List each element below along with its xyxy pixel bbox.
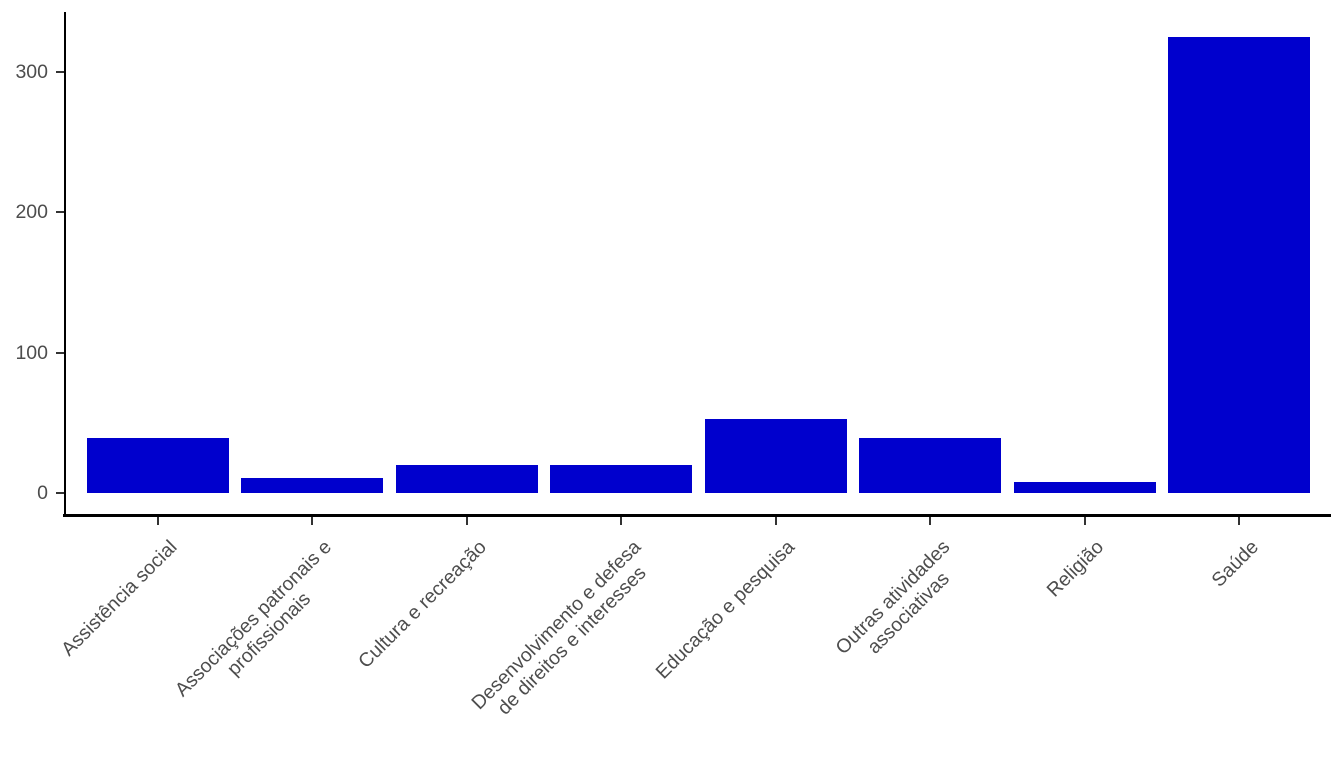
- y-tick-mark: [56, 492, 64, 494]
- x-tick-label-line: Educação e pesquisa: [651, 536, 800, 684]
- y-tick-mark: [56, 351, 64, 354]
- y-tick-label: 300: [15, 60, 48, 83]
- x-tick-mark: [929, 517, 932, 525]
- y-axis-line: [64, 12, 66, 517]
- x-tick-label: Assistência social: [57, 536, 181, 660]
- x-tick-label-line: Religião: [1042, 536, 1109, 602]
- y-tick-label: 0: [37, 482, 48, 504]
- x-tick-mark: [157, 517, 159, 525]
- x-tick-label: Religião: [1043, 536, 1108, 601]
- bar: [1168, 36, 1311, 493]
- x-tick-mark: [620, 517, 623, 525]
- x-tick-label: Desenvolvimento e defesa de direitos e in…: [467, 536, 661, 730]
- x-tick-mark: [1238, 517, 1241, 525]
- x-tick-label: Educação e pesquisa: [652, 536, 799, 683]
- bar: [241, 477, 384, 493]
- x-tick-label: Outras atividades associativas: [831, 536, 969, 674]
- x-tick-label-line: Desenvolvimento e defesa: [466, 536, 645, 715]
- bar: [87, 438, 229, 493]
- y-tick-label: 100: [15, 341, 48, 364]
- x-tick-mark: [1083, 517, 1086, 525]
- x-tick-mark: [465, 517, 468, 525]
- y-tick-label: 200: [15, 201, 48, 224]
- bar: [395, 464, 538, 493]
- x-tick-label-line: profissionais: [222, 587, 316, 681]
- x-tick-label-line: Assistência social: [57, 536, 182, 661]
- x-tick-label-line: Saúde: [1207, 536, 1263, 592]
- y-tick-mark: [56, 211, 64, 214]
- x-axis-line: [63, 514, 1331, 517]
- x-tick-label: Cultura e recreação: [354, 536, 491, 673]
- bar: [550, 464, 693, 493]
- bar: [704, 418, 847, 493]
- x-tick-label-line: Associações patronais e: [170, 536, 337, 702]
- x-tick-label: Saúde: [1207, 536, 1262, 591]
- x-tick-label: Associações patronais e profissionais: [171, 536, 352, 717]
- x-tick-label-line: de direitos e interesses: [492, 561, 651, 720]
- y-tick-mark: [56, 70, 64, 73]
- x-tick-mark: [311, 517, 314, 525]
- x-tick-label-line: Cultura e recreação: [353, 536, 491, 673]
- x-tick-mark: [774, 517, 777, 525]
- bar: [859, 438, 1002, 493]
- bar: [1013, 481, 1156, 493]
